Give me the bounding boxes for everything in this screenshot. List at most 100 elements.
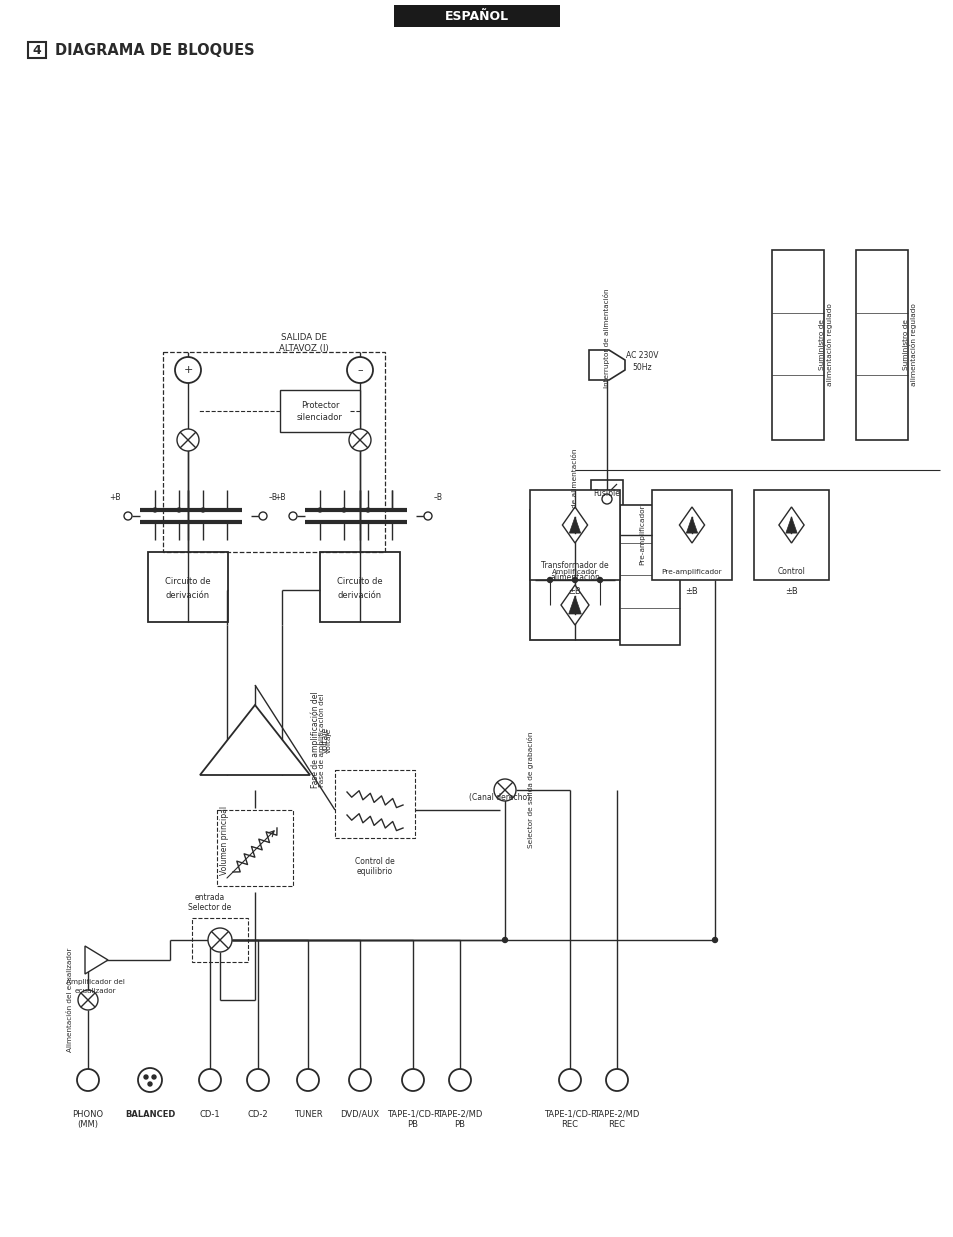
Circle shape	[366, 508, 370, 512]
Polygon shape	[785, 517, 797, 533]
Text: TAPE-1/CD-R
REC: TAPE-1/CD-R REC	[543, 1110, 596, 1129]
Circle shape	[296, 1069, 318, 1091]
Circle shape	[289, 512, 296, 520]
Text: +B: +B	[274, 494, 286, 502]
Text: CD-1: CD-1	[199, 1110, 220, 1119]
Bar	[394, 5, 559, 27]
Circle shape	[449, 1069, 471, 1091]
Circle shape	[317, 508, 322, 512]
Text: 50Hz: 50Hz	[632, 364, 651, 372]
Circle shape	[597, 578, 602, 583]
Circle shape	[177, 508, 181, 512]
Bar	[216, 810, 293, 886]
Circle shape	[208, 928, 232, 952]
Text: Fase de amplificación del
voltaje: Fase de amplificación del voltaje	[317, 693, 332, 787]
Text: Alimentación del ecualizador: Alimentación del ecualizador	[67, 948, 73, 1053]
Bar	[590, 480, 622, 508]
Polygon shape	[562, 507, 587, 543]
Polygon shape	[679, 507, 704, 543]
Polygon shape	[685, 517, 697, 533]
Text: PHONO
(MM): PHONO (MM)	[72, 1110, 104, 1129]
Text: ±B: ±B	[685, 588, 698, 596]
Circle shape	[148, 1082, 152, 1086]
Polygon shape	[568, 596, 580, 614]
Circle shape	[605, 1069, 627, 1091]
Text: Circuito de: Circuito de	[165, 576, 211, 585]
Bar	[319, 552, 399, 622]
Text: entrada: entrada	[194, 893, 225, 903]
Text: Interruptor de alimentación: Interruptor de alimentación	[603, 288, 610, 387]
Bar	[163, 353, 385, 552]
Text: Control de: Control de	[355, 857, 395, 866]
Text: TAPE-1/CD-R
PB: TAPE-1/CD-R PB	[386, 1110, 439, 1129]
Text: DIAGRAMA DE BLOQUES: DIAGRAMA DE BLOQUES	[55, 42, 254, 57]
Text: alimentación: alimentación	[550, 574, 599, 583]
Text: TAPE-2/MD
PB: TAPE-2/MD PB	[436, 1110, 482, 1129]
Text: de alimentación: de alimentación	[572, 448, 578, 507]
Text: TUNER: TUNER	[294, 1110, 322, 1119]
Text: ±B: ±B	[784, 588, 797, 596]
Circle shape	[712, 938, 717, 943]
Text: Volumen principal: Volumen principal	[220, 805, 230, 875]
Polygon shape	[85, 946, 108, 974]
Bar	[753, 490, 828, 580]
Circle shape	[124, 512, 132, 520]
Text: Fusible: Fusible	[593, 490, 619, 499]
Circle shape	[347, 357, 373, 383]
Circle shape	[152, 508, 157, 512]
Text: –: –	[356, 365, 362, 375]
Circle shape	[601, 494, 612, 503]
Text: Amplificador del: Amplificador del	[66, 978, 124, 985]
Bar	[651, 490, 731, 580]
Circle shape	[77, 1069, 99, 1091]
Bar	[335, 769, 415, 837]
Text: Fase de amplificación del
voltaje: Fase de amplificación del voltaje	[310, 691, 330, 788]
Polygon shape	[588, 350, 624, 380]
Bar	[28, 42, 46, 58]
Circle shape	[401, 1069, 423, 1091]
Text: ecualizador: ecualizador	[74, 988, 115, 995]
Circle shape	[502, 938, 507, 943]
Text: Amplificador: Amplificador	[551, 569, 598, 575]
Text: Selector de: Selector de	[188, 903, 232, 913]
Text: DVD/AUX: DVD/AUX	[340, 1110, 379, 1119]
Bar	[530, 490, 619, 580]
Bar	[855, 250, 907, 440]
Circle shape	[258, 512, 267, 520]
Circle shape	[199, 1069, 221, 1091]
Circle shape	[247, 1069, 269, 1091]
Text: –B: –B	[268, 494, 277, 502]
Text: BALANCED: BALANCED	[125, 1110, 175, 1119]
Circle shape	[174, 357, 201, 383]
Circle shape	[349, 1069, 371, 1091]
Text: ±B: ±B	[568, 588, 580, 596]
Text: Pre-amplificador: Pre-amplificador	[661, 569, 721, 575]
Circle shape	[78, 990, 98, 1009]
Polygon shape	[560, 585, 588, 625]
Bar	[771, 250, 823, 440]
Bar	[148, 552, 228, 622]
Bar	[530, 510, 619, 640]
Text: 4: 4	[32, 43, 41, 57]
Circle shape	[144, 1075, 148, 1079]
Circle shape	[341, 508, 346, 512]
Text: (Canal derecho): (Canal derecho)	[469, 793, 530, 803]
Circle shape	[152, 1075, 156, 1079]
Text: Suministro de
alimentación regulado: Suministro de alimentación regulado	[902, 303, 916, 386]
Text: TAPE-2/MD
REC: TAPE-2/MD REC	[594, 1110, 639, 1129]
Circle shape	[494, 779, 516, 802]
Text: Suministro de
alimentación regulado: Suministro de alimentación regulado	[818, 303, 832, 386]
Text: Protector: Protector	[300, 401, 339, 409]
Text: Transformador de: Transformador de	[540, 560, 608, 569]
Polygon shape	[200, 705, 310, 776]
Text: Selector de salida de grabación: Selector de salida de grabación	[526, 732, 534, 849]
Text: ALTAVOZ (I): ALTAVOZ (I)	[279, 344, 329, 354]
Circle shape	[201, 508, 205, 512]
Circle shape	[349, 429, 371, 452]
Circle shape	[423, 512, 432, 520]
Text: derivación: derivación	[166, 590, 210, 600]
Circle shape	[572, 578, 577, 583]
Text: Pre-amplificador: Pre-amplificador	[639, 505, 644, 565]
Text: ESPAÑOL: ESPAÑOL	[444, 10, 509, 22]
Text: derivación: derivación	[337, 590, 381, 600]
